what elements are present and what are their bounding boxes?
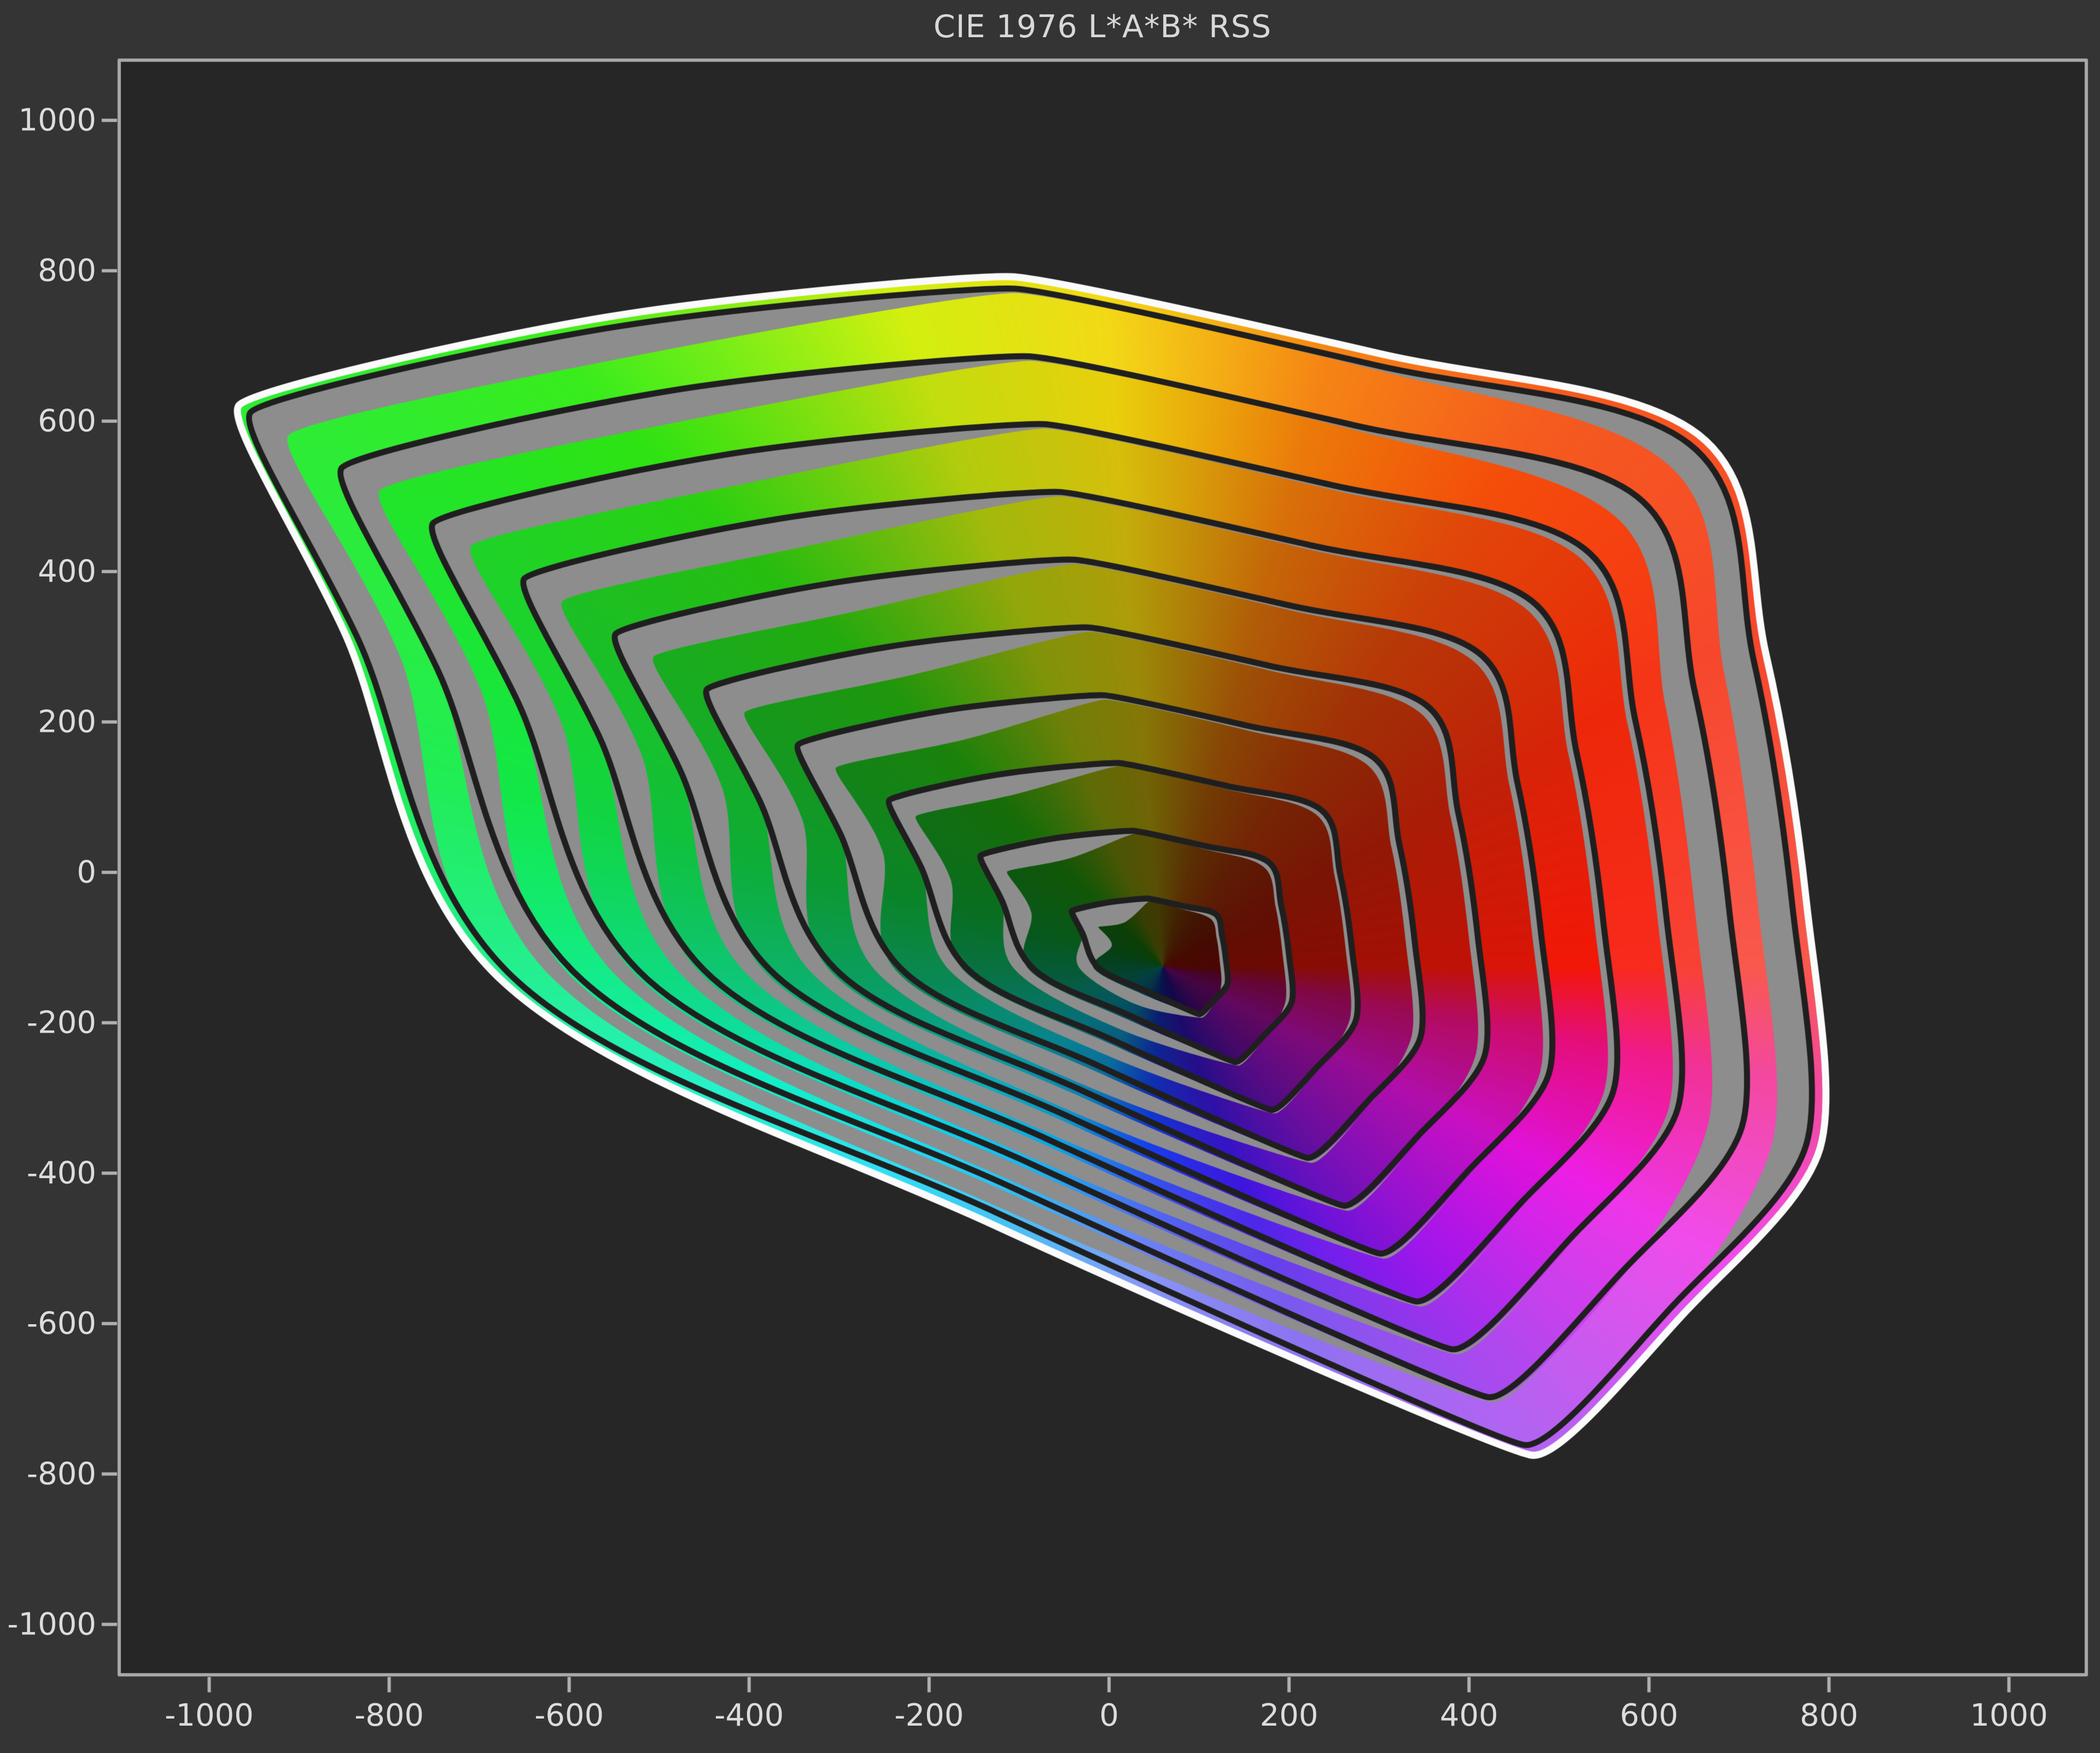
x-tick-label: 0 <box>1099 1698 1119 1733</box>
y-tick-label: 400 <box>38 554 96 590</box>
x-tick-label: -1000 <box>165 1698 254 1733</box>
y-tick-label: -400 <box>26 1155 96 1191</box>
x-tick-label: 400 <box>1439 1698 1498 1733</box>
x-tick-label: 200 <box>1259 1698 1319 1733</box>
x-tick-label: -400 <box>714 1698 784 1733</box>
y-tick-label: 800 <box>38 253 96 289</box>
y-tick-label: 0 <box>77 854 96 890</box>
y-tick-label: -600 <box>26 1306 96 1342</box>
y-tick-label: -200 <box>26 1005 96 1041</box>
x-tick-label: -600 <box>534 1698 604 1733</box>
y-tick-label: 600 <box>38 403 96 439</box>
x-tick-label: 1000 <box>1970 1698 2048 1733</box>
x-tick-label: 600 <box>1619 1698 1678 1733</box>
x-tick-label: -800 <box>354 1698 424 1733</box>
y-tick-label: -800 <box>26 1456 96 1492</box>
y-tick-label: 200 <box>38 704 96 740</box>
y-tick-label: -1000 <box>7 1606 96 1643</box>
y-tick-label: 1000 <box>18 102 96 138</box>
x-tick-label: 800 <box>1799 1698 1858 1733</box>
x-tick-label: -200 <box>894 1698 964 1733</box>
chart-title: CIE 1976 L*A*B* RSS <box>933 9 1272 45</box>
